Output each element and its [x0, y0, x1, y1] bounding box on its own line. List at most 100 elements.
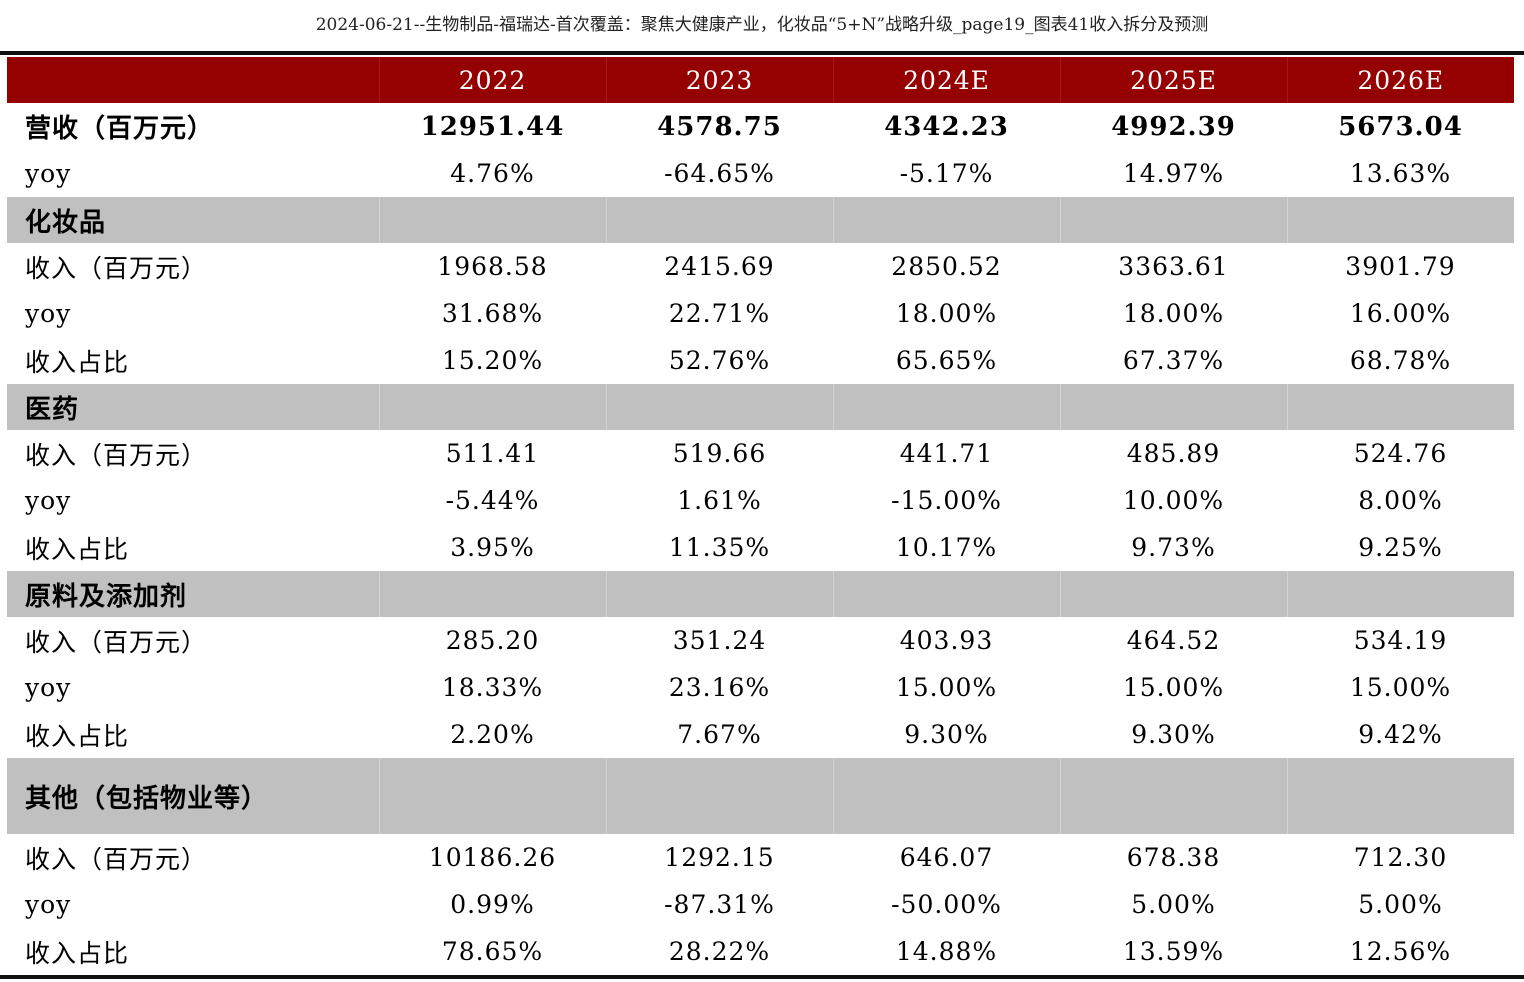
row-label: 收入占比: [25, 534, 130, 564]
value-cell: 712.30: [1353, 843, 1448, 872]
section-cell: [1286, 758, 1514, 834]
value-cell: 2415.69: [664, 252, 775, 281]
value-cell: 11.35%: [668, 533, 771, 562]
value-cell: 519.66: [672, 439, 767, 468]
section-cell: [1286, 197, 1514, 243]
value-cell: 5673.04: [1338, 111, 1463, 142]
table-row: 收入占比 78.65% 28.22% 14.88% 13.59% 12.56%: [7, 928, 1514, 975]
table-body: 营收（百万元） 12951.44 4578.75 4342.23 4992.39 5673…: [7, 103, 1514, 975]
section-cell: [832, 571, 1060, 617]
value-cell: 646.07: [899, 843, 994, 872]
table-row: 收入（百万元） 10186.26 1292.15 646.07 678.38 712.30: [7, 834, 1514, 881]
row-label: 收入（百万元）: [25, 253, 208, 283]
value-cell: 7.67%: [677, 720, 762, 749]
value-cell: 15.00%: [1122, 673, 1225, 702]
value-cell: -87.31%: [664, 890, 775, 919]
value-cell: 351.24: [672, 626, 767, 655]
section-cell: [1286, 571, 1514, 617]
value-cell: 2850.52: [891, 252, 1002, 281]
figure-caption: 2024-06-21--生物制品-福瑞达-首次覆盖：聚焦大健康产业，化妆品“5+…: [315, 15, 1209, 35]
value-cell: 8.00%: [1358, 486, 1443, 515]
section-cell: [378, 758, 606, 834]
value-cell: 12951.44: [420, 111, 565, 142]
section-label: 化妆品: [7, 197, 379, 243]
value-cell: 9.30%: [1131, 720, 1216, 749]
section-cell: [832, 197, 1060, 243]
value-cell: 511.41: [445, 439, 540, 468]
table-row: 收入占比 3.95% 11.35% 10.17% 9.73% 9.25%: [7, 524, 1514, 571]
header-cell-2026e: 2026E: [1286, 57, 1514, 103]
value-cell: -15.00%: [891, 486, 1002, 515]
value-cell: 67.37%: [1122, 346, 1225, 375]
section-label: 原料及添加剂: [7, 571, 379, 617]
value-cell: 14.97%: [1122, 159, 1225, 188]
value-cell: -50.00%: [891, 890, 1002, 919]
value-cell: 5.00%: [1131, 890, 1216, 919]
row-label: 收入（百万元）: [25, 844, 208, 874]
row-label: yoy: [25, 890, 72, 919]
section-row: 化妆品: [7, 197, 1514, 243]
value-cell: -64.65%: [664, 159, 775, 188]
value-cell: 0.99%: [450, 890, 535, 919]
value-cell: 1292.15: [664, 843, 775, 872]
value-cell: 23.16%: [668, 673, 771, 702]
value-cell: 18.00%: [1122, 299, 1225, 328]
value-cell: 78.65%: [441, 937, 544, 966]
value-cell: 28.22%: [668, 937, 771, 966]
header-cell-2025e: 2025E: [1059, 57, 1287, 103]
table-row: yoy 0.99% -87.31% -50.00% 5.00% 5.00%: [7, 881, 1514, 928]
value-cell: 15.00%: [1349, 673, 1452, 702]
value-cell: 534.19: [1353, 626, 1448, 655]
section-row: 医药: [7, 384, 1514, 430]
section-cell: [378, 571, 606, 617]
value-cell: 9.73%: [1131, 533, 1216, 562]
section-cell: [605, 197, 833, 243]
value-cell: 678.38: [1126, 843, 1221, 872]
value-cell: 4342.23: [884, 111, 1009, 142]
value-cell: 10.00%: [1122, 486, 1225, 515]
value-cell: 65.65%: [895, 346, 998, 375]
row-label: 收入占比: [25, 721, 130, 751]
value-cell: 16.00%: [1349, 299, 1452, 328]
section-cell: [1059, 571, 1287, 617]
section-cell: [378, 197, 606, 243]
table-row: 收入（百万元） 1968.58 2415.69 2850.52 3363.61 3901.…: [7, 243, 1514, 290]
value-cell: 10.17%: [895, 533, 998, 562]
value-cell: 5.00%: [1358, 890, 1443, 919]
row-label: 营收（百万元）: [25, 114, 215, 144]
value-cell: 4.76%: [450, 159, 535, 188]
table-row: yoy 18.33% 23.16% 15.00% 15.00% 15.00%: [7, 664, 1514, 711]
value-cell: 18.00%: [895, 299, 998, 328]
value-cell: 13.59%: [1122, 937, 1225, 966]
row-label: yoy: [25, 486, 72, 515]
value-cell: 2.20%: [450, 720, 535, 749]
section-cell: [605, 571, 833, 617]
section-cell: [378, 384, 606, 430]
value-cell: 403.93: [899, 626, 994, 655]
header-cell-2024e: 2024E: [832, 57, 1060, 103]
value-cell: 3901.79: [1345, 252, 1456, 281]
value-cell: 4578.75: [657, 111, 782, 142]
value-cell: 12.56%: [1349, 937, 1452, 966]
value-cell: 10186.26: [428, 843, 557, 872]
value-cell: 14.88%: [895, 937, 998, 966]
value-cell: 285.20: [445, 626, 540, 655]
row-label: 收入（百万元）: [25, 627, 208, 657]
section-row: 原料及添加剂: [7, 571, 1514, 617]
row-label: yoy: [25, 159, 72, 188]
value-cell: 485.89: [1126, 439, 1221, 468]
row-label: 收入（百万元）: [25, 440, 208, 470]
value-cell: 3363.61: [1118, 252, 1229, 281]
top-rule: [0, 51, 1524, 55]
table-row: yoy 4.76% -64.65% -5.17% 14.97% 13.63%: [7, 150, 1514, 197]
section-row: 其他（包括物业等）: [7, 758, 1514, 834]
section-cell: [1059, 758, 1287, 834]
table-row: yoy -5.44% 1.61% -15.00% 10.00% 8.00%: [7, 477, 1514, 524]
value-cell: 18.33%: [441, 673, 544, 702]
section-cell: [832, 758, 1060, 834]
table-row: 收入占比 2.20% 7.67% 9.30% 9.30% 9.42%: [7, 711, 1514, 758]
row-label: 收入占比: [25, 938, 130, 968]
value-cell: 9.25%: [1358, 533, 1443, 562]
value-cell: 15.20%: [441, 346, 544, 375]
table-row: 收入占比 15.20% 52.76% 65.65% 67.37% 68.78%: [7, 337, 1514, 384]
